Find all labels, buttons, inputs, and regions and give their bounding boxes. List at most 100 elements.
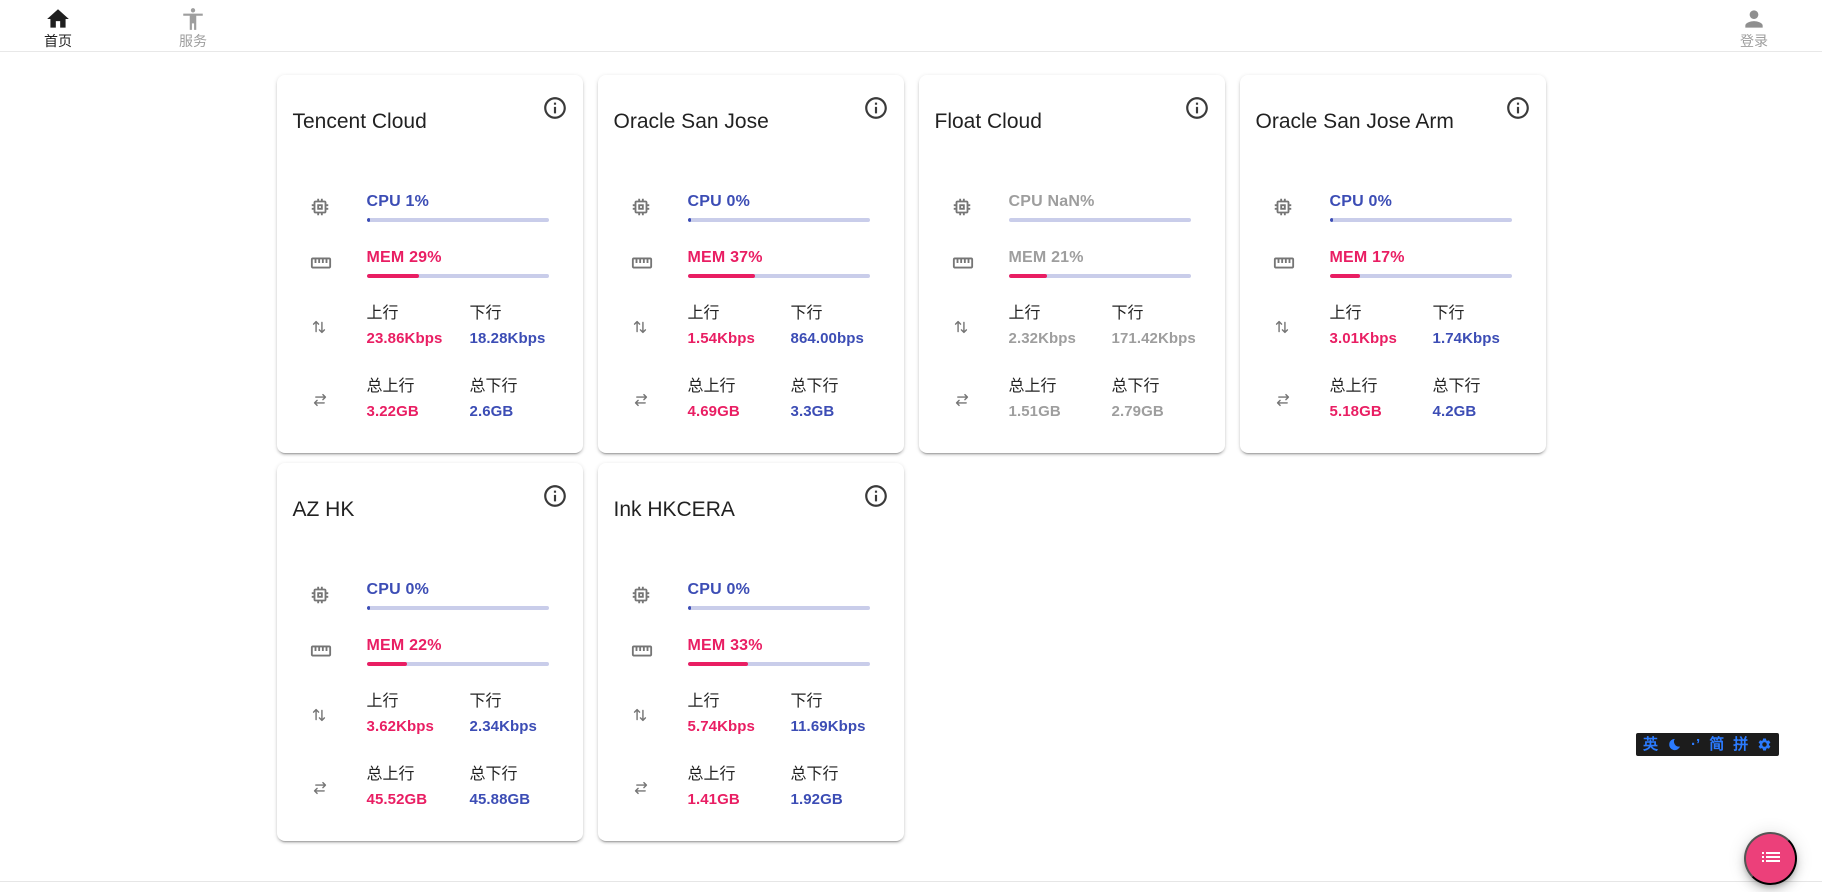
upload-value: 2.32Kbps [1008,330,1076,347]
cpu-progress-bar [687,606,870,610]
ime-pinyin-toggle[interactable]: 拼 [1733,736,1749,753]
mem-row: MEM 29% [293,248,567,278]
server-name: Oracle San Jose [613,110,769,133]
total-download-value: 3.3GB [790,403,835,420]
total-download-col: 总下行 45.88GB [470,765,549,810]
total-download-label: 总下行 [469,378,518,395]
total-download-label: 总下行 [790,378,839,395]
mem-meter: MEM 21% [1008,248,1191,278]
cpu-usage-text: CPU 0% [687,193,751,210]
info-icon[interactable] [1184,95,1210,121]
cpu-chip-icon [293,584,367,606]
server-stats: CPU 0% MEM 33% 上行 [614,580,888,810]
server-stats: CPU 0% MEM 17% 上行 [1256,192,1530,422]
cpu-meter: CPU 0% [1329,192,1512,222]
server-list-fab[interactable] [1744,832,1797,885]
total-upload-label: 总上行 [687,766,736,783]
cpu-meter: CPU 1% [366,192,549,222]
total-download-col: 总下行 2.79GB [1112,377,1191,422]
download-col: 下行 1.74Kbps [1433,304,1512,349]
swap-horiz-icon [935,390,1009,410]
download-value: 11.69Kbps [790,718,866,735]
app-bar: 首页 服务 登录 [0,0,1822,52]
upload-col: 上行 5.74Kbps [688,692,791,737]
mem-progress-bar [1008,274,1191,278]
server-card: Oracle San Jose CPU 0% MEM 37% [597,75,904,453]
total-download-col: 总下行 2.6GB [470,377,549,422]
total-upload-value: 1.51GB [1008,403,1061,420]
download-label: 下行 [1432,305,1465,322]
swap-vert-icon [935,317,1009,337]
total-upload-col: 总上行 5.18GB [1330,377,1433,422]
ime-language-toggle[interactable]: 英 [1643,736,1659,753]
upload-value: 3.01Kbps [1329,330,1397,347]
swap-horiz-icon [1256,390,1330,410]
upload-value: 23.86Kbps [366,330,443,347]
mem-meter: MEM 33% [687,636,870,666]
mem-progress-bar [1329,274,1512,278]
mem-usage-text: MEM 33% [687,637,763,654]
swap-vert-icon [614,705,688,725]
main-content: Tencent Cloud CPU 1% MEM 29% [0,52,1822,841]
cpu-chip-icon [1256,196,1330,218]
info-icon[interactable] [1505,95,1531,121]
download-value: 171.42Kbps [1111,330,1196,347]
download-label: 下行 [469,693,502,710]
info-icon[interactable] [542,95,568,121]
total-row: 总上行 1.51GB 总下行 2.79GB [935,377,1209,422]
swap-vert-icon [293,705,367,725]
total-upload-value: 5.18GB [1329,403,1382,420]
mem-meter: MEM 17% [1329,248,1512,278]
upload-col: 上行 1.54Kbps [688,304,791,349]
cpu-usage-text: CPU 1% [366,193,430,210]
cpu-row: CPU 0% [614,192,888,222]
speed-row: 上行 23.86Kbps 下行 18.28Kbps [293,304,567,349]
total-upload-col: 总上行 1.41GB [688,765,791,810]
download-col: 下行 11.69Kbps [791,692,870,737]
upload-col: 上行 23.86Kbps [367,304,470,349]
info-icon[interactable] [863,95,889,121]
total-row: 总上行 5.18GB 总下行 4.2GB [1256,377,1530,422]
moon-icon[interactable] [1667,737,1682,752]
download-col: 下行 2.34Kbps [470,692,549,737]
ime-simplified-toggle[interactable]: 简 [1709,736,1725,753]
mem-meter: MEM 22% [366,636,549,666]
total-download-label: 总下行 [469,766,518,783]
download-label: 下行 [790,693,823,710]
memory-ruler-icon [614,252,688,274]
ime-punctuation-toggle[interactable]: ·’ [1691,736,1701,753]
total-download-value: 4.2GB [1432,403,1477,420]
nav-item-home[interactable]: 首页 [26,2,90,49]
download-value: 864.00bps [790,330,864,347]
accessibility-icon [180,6,206,32]
cpu-chip-icon [614,196,688,218]
server-name: Oracle San Jose Arm [1255,110,1454,133]
total-download-col: 总下行 1.92GB [791,765,870,810]
total-row: 总上行 3.22GB 总下行 2.6GB [293,377,567,422]
nav-item-login[interactable]: 登录 [1722,2,1786,49]
server-card: Ink HKCERA CPU 0% MEM 33% [597,463,904,841]
total-cols: 总上行 1.51GB 总下行 2.79GB [1009,377,1191,422]
nav-item-login-label: 登录 [1740,33,1768,49]
cpu-progress-bar [366,218,549,222]
upload-label: 上行 [1329,305,1362,322]
download-label: 下行 [790,305,823,322]
nav-item-services[interactable]: 服务 [161,2,225,49]
total-download-value: 45.88GB [469,791,531,808]
ime-toolbar: 英 ·’ 简 拼 [1636,733,1780,756]
cpu-meter: CPU 0% [687,580,870,610]
speed-cols: 上行 1.54Kbps 下行 864.00bps [688,304,870,349]
swap-horiz-icon [293,778,367,798]
cpu-usage-text: CPU 0% [1329,193,1393,210]
info-icon[interactable] [542,483,568,509]
server-stats: CPU 1% MEM 29% 上行 [293,192,567,422]
speed-row: 上行 1.54Kbps 下行 864.00bps [614,304,888,349]
info-icon[interactable] [863,483,889,509]
swap-vert-icon [614,317,688,337]
gear-icon[interactable] [1757,737,1772,752]
cpu-meter: CPU 0% [687,192,870,222]
mem-meter: MEM 29% [366,248,549,278]
memory-ruler-icon [293,640,367,662]
mem-usage-text: MEM 22% [366,637,442,654]
home-icon [45,6,71,32]
